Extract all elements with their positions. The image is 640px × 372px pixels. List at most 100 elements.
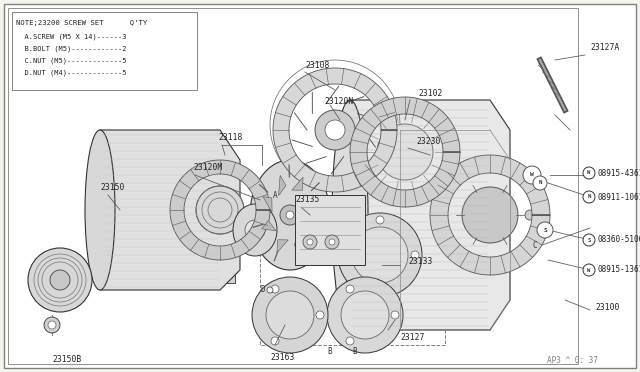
Text: 23133: 23133 — [408, 257, 433, 266]
Circle shape — [271, 337, 279, 345]
Circle shape — [251, 226, 259, 234]
Text: 23230: 23230 — [416, 138, 440, 147]
Polygon shape — [277, 240, 288, 253]
Circle shape — [486, 263, 494, 271]
Text: 23120N: 23120N — [324, 97, 353, 106]
Circle shape — [583, 234, 595, 246]
Text: 23118: 23118 — [218, 134, 243, 142]
Text: S: S — [543, 228, 547, 232]
Ellipse shape — [332, 100, 368, 330]
Circle shape — [583, 167, 595, 179]
Bar — [210, 265, 235, 283]
Circle shape — [411, 251, 419, 259]
Circle shape — [325, 120, 345, 140]
Circle shape — [315, 110, 355, 150]
Circle shape — [196, 186, 244, 234]
Polygon shape — [273, 68, 397, 192]
Text: N: N — [588, 195, 591, 199]
Circle shape — [391, 311, 399, 319]
Circle shape — [533, 176, 547, 190]
Circle shape — [28, 248, 92, 312]
Circle shape — [462, 187, 518, 243]
Circle shape — [583, 264, 595, 276]
Text: W: W — [588, 170, 591, 176]
Polygon shape — [278, 175, 286, 196]
Text: N: N — [538, 180, 541, 186]
Text: W: W — [530, 173, 534, 177]
Text: 23150: 23150 — [100, 183, 124, 192]
Text: AP3 ^ 0: 37: AP3 ^ 0: 37 — [547, 356, 598, 365]
Circle shape — [376, 216, 384, 224]
Circle shape — [316, 311, 324, 319]
Text: 23120M: 23120M — [193, 164, 222, 173]
Text: 08915-43610: 08915-43610 — [597, 169, 640, 177]
Text: 08360-51062: 08360-51062 — [597, 235, 640, 244]
Circle shape — [327, 277, 403, 353]
Polygon shape — [294, 234, 301, 255]
Circle shape — [352, 227, 408, 283]
Text: 23100: 23100 — [595, 304, 620, 312]
Circle shape — [346, 285, 354, 293]
Polygon shape — [350, 97, 460, 207]
Ellipse shape — [85, 130, 115, 290]
Polygon shape — [100, 130, 240, 290]
Bar — [260, 190, 445, 345]
Text: A.SCREW (M5 X 14)------3: A.SCREW (M5 X 14)------3 — [16, 33, 127, 39]
Text: C.NUT (M5)-------------5: C.NUT (M5)-------------5 — [16, 57, 127, 64]
Text: 23108: 23108 — [305, 61, 330, 70]
Circle shape — [50, 270, 70, 290]
Circle shape — [271, 285, 279, 293]
Polygon shape — [430, 155, 550, 275]
Circle shape — [286, 211, 294, 219]
Circle shape — [531, 237, 539, 245]
Ellipse shape — [250, 160, 330, 270]
Text: D.NUT (M4)-------------5: D.NUT (M4)-------------5 — [16, 69, 127, 76]
Text: B: B — [353, 347, 357, 356]
Circle shape — [523, 166, 541, 184]
Text: 23150B: 23150B — [52, 356, 81, 365]
Circle shape — [583, 191, 595, 203]
Text: 23135: 23135 — [295, 196, 319, 205]
Polygon shape — [304, 199, 318, 209]
Text: 23127A: 23127A — [590, 44, 620, 52]
Polygon shape — [350, 100, 510, 330]
Text: S: S — [588, 237, 591, 243]
Circle shape — [48, 321, 56, 329]
Circle shape — [531, 185, 539, 193]
Text: B: B — [328, 347, 332, 356]
Circle shape — [267, 287, 273, 293]
Bar — [12, 12, 197, 90]
Ellipse shape — [233, 204, 277, 256]
Circle shape — [325, 235, 339, 249]
Polygon shape — [170, 160, 270, 260]
Bar — [8, 8, 578, 364]
Circle shape — [346, 337, 354, 345]
Text: D: D — [260, 285, 266, 295]
Text: 08911-10610: 08911-10610 — [597, 192, 640, 202]
Circle shape — [377, 124, 433, 180]
Circle shape — [441, 185, 449, 193]
Circle shape — [441, 237, 449, 245]
Circle shape — [535, 220, 545, 230]
Text: 23127: 23127 — [400, 334, 424, 343]
Text: 23163: 23163 — [270, 353, 294, 362]
Polygon shape — [308, 218, 317, 233]
Circle shape — [486, 159, 494, 167]
Circle shape — [44, 317, 60, 333]
Polygon shape — [263, 197, 272, 212]
Circle shape — [525, 210, 535, 220]
Circle shape — [245, 220, 265, 240]
Circle shape — [280, 205, 300, 225]
Circle shape — [252, 277, 328, 353]
Polygon shape — [292, 177, 303, 190]
Text: B.BOLT (M5)------------2: B.BOLT (M5)------------2 — [16, 45, 127, 51]
Circle shape — [537, 222, 553, 238]
Bar — [210, 155, 235, 173]
Text: 23102: 23102 — [418, 90, 442, 99]
Circle shape — [329, 239, 335, 245]
Text: 08915-13610: 08915-13610 — [597, 266, 640, 275]
Polygon shape — [262, 221, 276, 231]
Circle shape — [338, 213, 422, 297]
Text: NOTE;23200 SCREW SET      Q'TY: NOTE;23200 SCREW SET Q'TY — [16, 20, 147, 26]
Text: A: A — [273, 190, 277, 199]
